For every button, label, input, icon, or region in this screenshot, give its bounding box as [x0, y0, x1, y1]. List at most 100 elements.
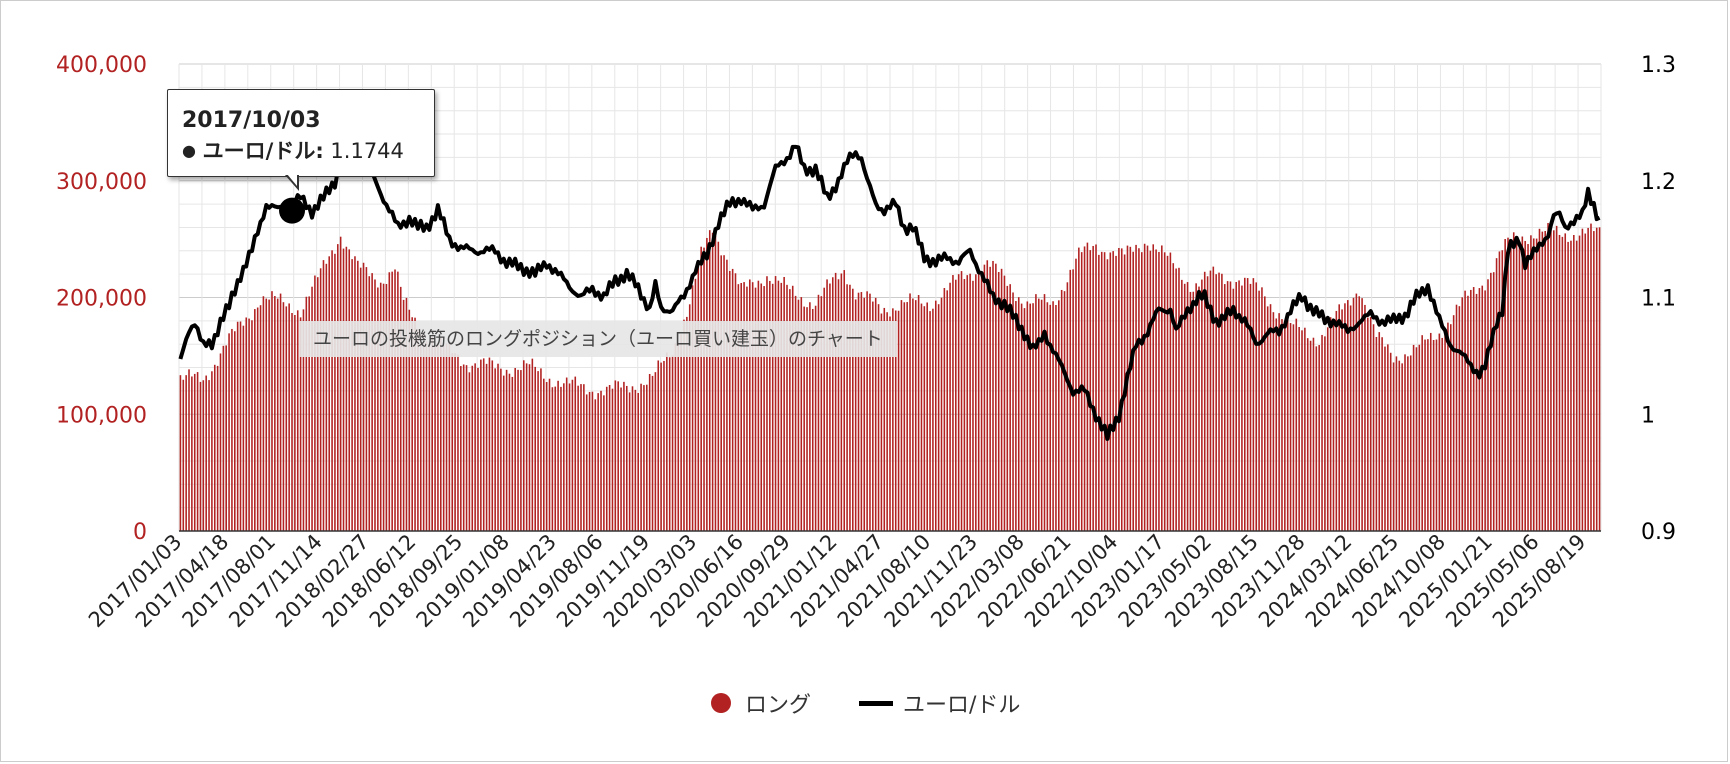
- bar-long: [1258, 290, 1260, 531]
- bar-long: [877, 304, 880, 531]
- bar-long: [620, 387, 622, 531]
- bar-long: [311, 286, 313, 531]
- bar-long: [814, 305, 817, 531]
- bar-long: [211, 371, 213, 531]
- bar-long: [1143, 243, 1146, 531]
- bar-long: [1175, 268, 1177, 531]
- bar-long: [1332, 319, 1335, 531]
- bar-long: [480, 359, 482, 531]
- bar-long: [520, 370, 522, 531]
- bar-long: [580, 384, 582, 531]
- tooltip-hover-point[interactable]: [279, 197, 306, 224]
- bar-long: [294, 315, 296, 531]
- right-tick-label: 0.9: [1641, 520, 1676, 545]
- bar-long: [302, 309, 305, 531]
- bar-long: [1378, 332, 1381, 531]
- bar-long: [809, 302, 811, 531]
- legend-item-long[interactable]: ロング: [711, 683, 811, 723]
- bar-long: [1544, 230, 1546, 531]
- bar-long: [728, 270, 731, 531]
- bar-long: [577, 385, 579, 531]
- bar-long: [182, 379, 185, 531]
- bar-long: [1481, 285, 1484, 531]
- bar-long: [963, 279, 966, 531]
- bar-long: [1212, 266, 1215, 531]
- bar-long: [339, 236, 342, 531]
- bar-long: [1312, 337, 1315, 531]
- bar-long: [1006, 285, 1009, 531]
- bar-long: [1475, 293, 1478, 531]
- bar-long: [391, 271, 393, 531]
- right-tick-label: 1.2: [1641, 170, 1676, 195]
- bar-long: [909, 293, 911, 531]
- bar-long: [820, 296, 823, 531]
- bar-long: [1492, 272, 1495, 531]
- bar-long: [1441, 337, 1443, 531]
- bar-long: [749, 279, 751, 531]
- bar-long: [540, 368, 542, 531]
- bar-long: [560, 386, 562, 531]
- bar-long: [1161, 245, 1163, 532]
- bar-long: [1372, 324, 1375, 531]
- bar-long: [866, 291, 868, 531]
- bar-long: [949, 282, 951, 531]
- bar-long: [362, 262, 365, 531]
- bar-long: [957, 274, 960, 531]
- bar-long: [448, 342, 451, 531]
- bar-long: [992, 260, 994, 531]
- tooltip-pointer-inner: [287, 174, 297, 186]
- bar-long: [1281, 319, 1283, 531]
- bar-long: [1195, 283, 1197, 531]
- bar-long: [551, 387, 554, 531]
- bar-long: [202, 380, 205, 531]
- bar-long: [205, 375, 207, 531]
- bar-long: [1527, 244, 1529, 531]
- bar-long: [1349, 305, 1352, 531]
- bar-long: [643, 385, 645, 531]
- bar-long: [1292, 324, 1295, 531]
- bar-long: [1367, 317, 1369, 531]
- bar-long: [1026, 301, 1029, 531]
- bar-long: [1521, 236, 1524, 531]
- bar-long: [262, 296, 265, 531]
- bar-long: [1232, 288, 1235, 531]
- bar-series-ロング: [179, 222, 1601, 532]
- bar-long: [932, 308, 934, 531]
- bar-long: [1504, 239, 1506, 531]
- tooltip-bullet-icon: ●: [182, 141, 196, 160]
- bar-long: [239, 321, 242, 531]
- bar-long: [408, 309, 411, 531]
- bar-long: [648, 374, 651, 531]
- bar-long: [462, 364, 465, 531]
- bar-long: [488, 357, 491, 531]
- bar-long: [1098, 254, 1100, 531]
- bar-long: [777, 280, 780, 531]
- bar-long: [1590, 223, 1592, 531]
- bar-long: [188, 369, 190, 531]
- bar-long: [1344, 303, 1346, 531]
- bar-long: [1118, 247, 1120, 531]
- bar-long: [857, 292, 860, 531]
- bar-long: [1412, 344, 1415, 531]
- bar-long: [494, 368, 496, 531]
- bar-long: [1169, 252, 1172, 532]
- bar-long: [1138, 248, 1140, 531]
- bar-long: [1226, 281, 1229, 531]
- bar-long: [757, 280, 760, 531]
- bar-long: [428, 341, 431, 531]
- bar-long: [1069, 269, 1072, 531]
- bar-long: [926, 302, 928, 531]
- bar-long: [628, 392, 631, 531]
- bar-long: [1255, 282, 1258, 531]
- bar-long: [1358, 296, 1361, 531]
- legend-item-eurusd[interactable]: ユーロ/ドル: [859, 683, 1020, 723]
- bar-long: [1561, 236, 1564, 531]
- bar-long: [445, 343, 448, 531]
- bar-long: [348, 249, 351, 531]
- bar-long: [1501, 250, 1504, 531]
- bar-long: [196, 372, 199, 531]
- bar-long: [1075, 258, 1077, 531]
- bar-long: [1573, 235, 1575, 531]
- bar-long: [440, 337, 442, 531]
- bar-long: [1478, 288, 1481, 531]
